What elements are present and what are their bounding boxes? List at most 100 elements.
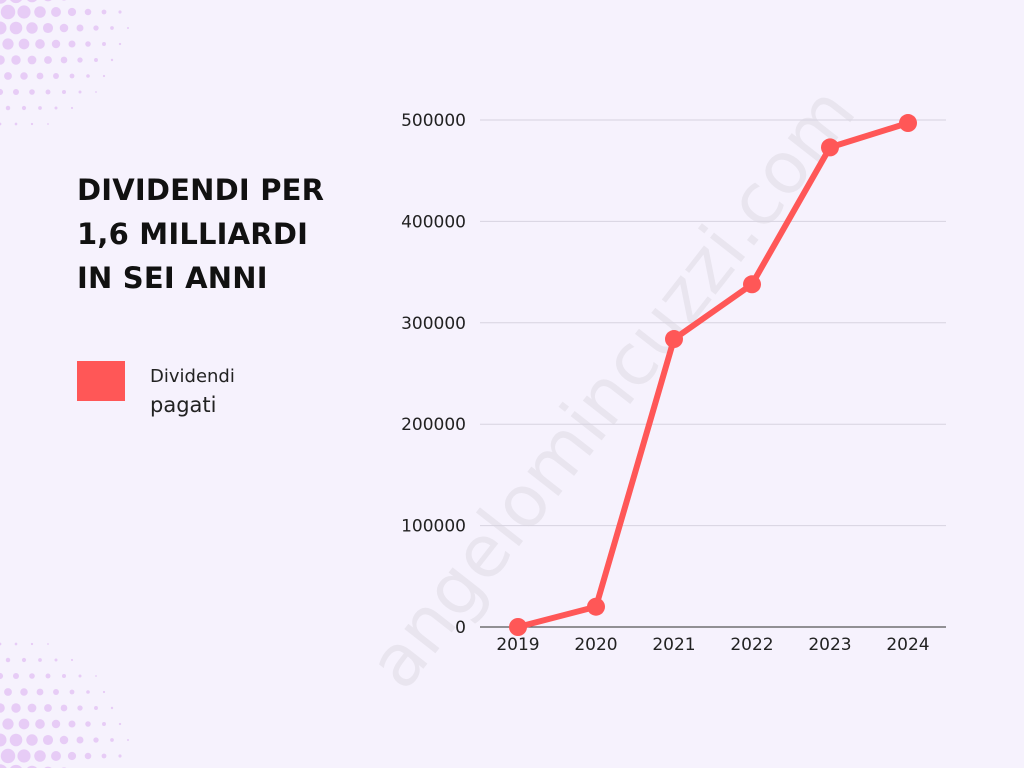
decor-dot (14, 642, 18, 646)
decor-dot (27, 55, 37, 65)
data-point (587, 597, 605, 616)
decor-dot (110, 738, 114, 742)
decor-dot (126, 738, 130, 742)
decor-dot (34, 6, 46, 18)
decor-dot (44, 56, 52, 64)
decor-dot (110, 706, 114, 710)
decor-dot (5, 657, 11, 663)
decor-dot (0, 703, 5, 713)
page-title: DIVIDENDI PER 1,6 MILLIARDI IN SEI ANNI (77, 168, 377, 300)
decor-dot (34, 750, 46, 762)
decor-dot (101, 753, 107, 759)
decor-dot (45, 673, 51, 679)
decor-dot (70, 658, 74, 662)
decor-dot (95, 91, 97, 93)
decor-dot (26, 22, 38, 34)
decor-dot (110, 58, 114, 62)
decor-dot (20, 72, 28, 80)
decor-dot (69, 689, 75, 695)
decor-dot (118, 10, 122, 14)
decor-dot (67, 751, 77, 761)
decor-dot (84, 8, 92, 16)
decor-dot (94, 706, 98, 710)
decor-dot (29, 89, 35, 95)
decor-dot (44, 704, 52, 712)
decor-dot (59, 23, 69, 33)
decor-dot (36, 688, 44, 696)
decor-dot (0, 0, 7, 4)
decor-dot (51, 719, 61, 729)
decor-dot (47, 643, 49, 645)
y-tick-label: 200000 (401, 415, 466, 435)
decor-dot (17, 749, 31, 763)
legend-swatch (77, 361, 125, 401)
decor-dot (9, 733, 23, 747)
decor-dot (38, 658, 42, 662)
decor-dot (20, 688, 28, 696)
data-point (665, 330, 683, 349)
decor-dot (102, 690, 106, 694)
decor-dot (53, 689, 59, 695)
decor-dot (0, 764, 7, 768)
decor-dot (27, 703, 37, 713)
decor-dot (10, 764, 22, 768)
decor-dot (53, 73, 59, 79)
decor-dot (68, 40, 76, 48)
decor-dot (11, 55, 21, 65)
decor-dot (18, 38, 30, 50)
decor-dot (85, 721, 91, 727)
data-point (899, 114, 917, 133)
decor-dot (77, 705, 83, 711)
legend-label: Dividendi pagati (150, 364, 330, 420)
decor-dot (126, 26, 130, 30)
x-tick-label: 2021 (652, 635, 695, 655)
x-axis-tick-labels: 2019 2020 2021 2022 2023 2024 (496, 635, 929, 655)
y-tick-label: 100000 (401, 517, 466, 537)
decor-dot (27, 765, 37, 768)
decor-dot (102, 74, 106, 78)
decor-dot (0, 733, 7, 747)
decor-dot (0, 122, 2, 126)
decor-dot (51, 7, 61, 17)
decor-dot (118, 42, 122, 46)
x-tick-label: 2019 (496, 635, 539, 655)
decor-dot (9, 21, 23, 35)
decor-dot (110, 26, 114, 30)
x-tick-label: 2020 (574, 635, 617, 655)
decor-dot (102, 42, 106, 46)
decor-dot (86, 690, 90, 694)
decor-dot (51, 751, 61, 761)
data-point (743, 275, 761, 294)
decor-dot (93, 25, 99, 31)
decor-dot (12, 88, 20, 96)
decor-dot (44, 0, 52, 2)
decor-dot (95, 675, 97, 677)
decor-dot (77, 57, 83, 63)
decor-dot (30, 122, 34, 126)
decor-dot (86, 74, 90, 78)
decor-dot (0, 88, 4, 96)
decor-dot (69, 73, 75, 79)
decor-dot (118, 754, 122, 758)
decor-dot (61, 0, 67, 1)
decor-dot (94, 58, 98, 62)
decor-dot (102, 722, 106, 726)
title-line-1: DIVIDENDI PER (77, 173, 325, 207)
decor-dot (18, 718, 30, 730)
decor-dot (54, 106, 58, 110)
decor-dot (0, 55, 5, 65)
decor-dot (35, 719, 45, 729)
decor-dot (78, 674, 82, 678)
decor-dot (0, 21, 7, 35)
decor-dot (60, 56, 68, 64)
decor-dot (67, 7, 77, 17)
decor-dot (4, 72, 12, 80)
decor-dot (14, 122, 18, 126)
decor-dot (29, 673, 35, 679)
decor-dot (42, 734, 54, 746)
series-line (515, 120, 911, 630)
decor-dot (45, 89, 51, 95)
decor-dot (26, 734, 38, 746)
grid-lines (480, 119, 946, 628)
